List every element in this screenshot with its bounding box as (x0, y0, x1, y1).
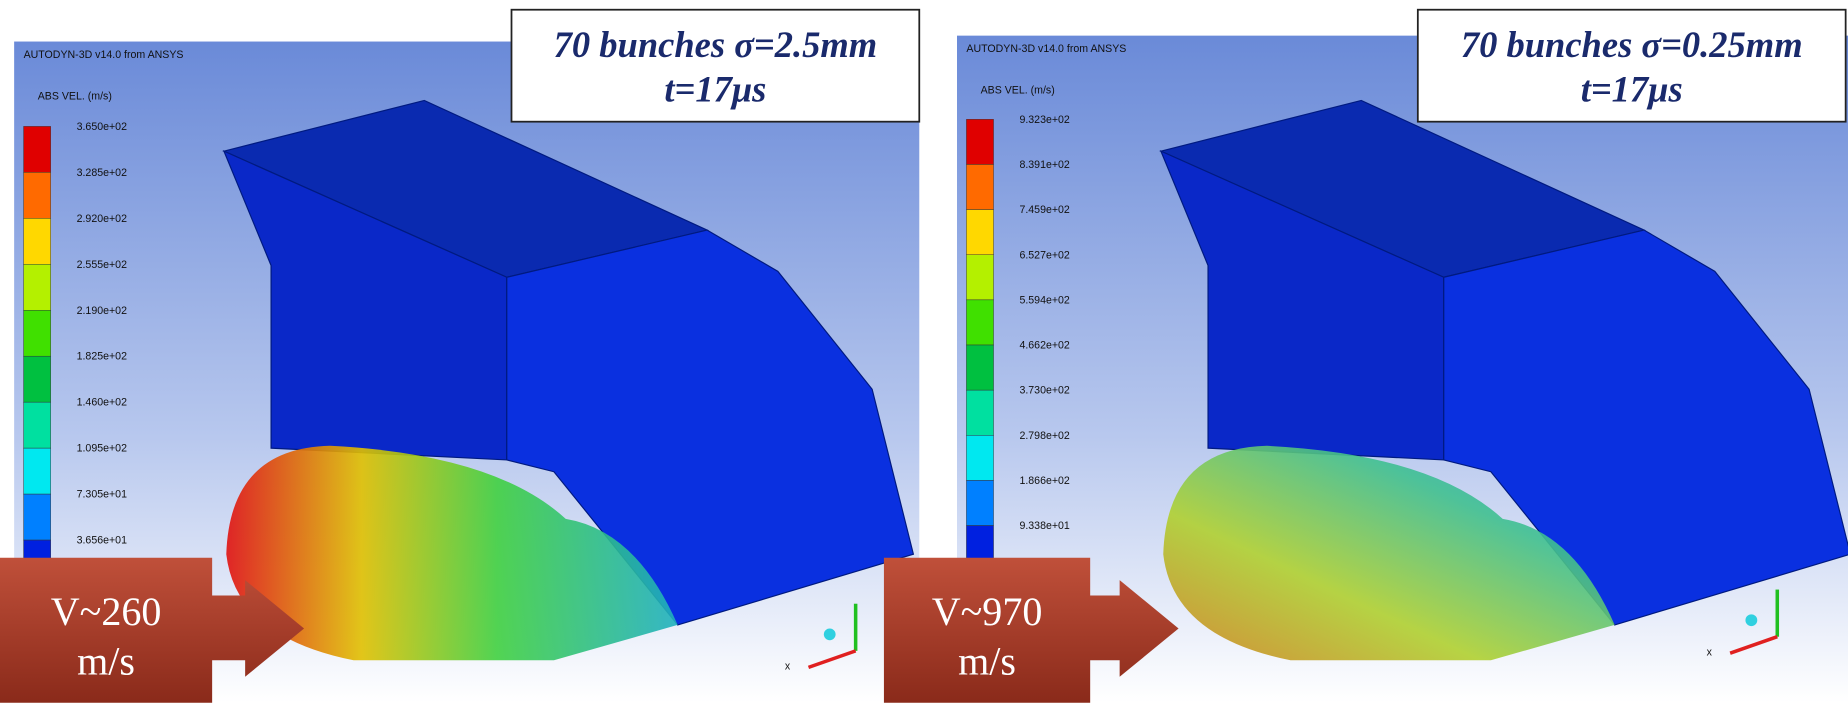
legend-label: 7.305e+01 (77, 489, 127, 501)
legend-label: 3.285e+02 (77, 167, 127, 179)
axis-label: x (1707, 647, 1713, 659)
legend-band (24, 356, 51, 402)
legend-label: 5.594e+02 (1019, 294, 1069, 306)
callout-text: V~970 (932, 589, 1043, 634)
legend-band (966, 119, 993, 164)
axis-label: x (785, 661, 791, 673)
legend-label: 1.825e+02 (77, 351, 127, 363)
legend-label: 2.190e+02 (77, 305, 127, 317)
legend-band (24, 218, 51, 264)
legend-band (24, 494, 51, 540)
legend-label: 9.323e+02 (1019, 114, 1069, 126)
legend-band (24, 402, 51, 448)
slide: AUTODYN-3D v14.0 from ANSYS ABS VEL. (m/s… (0, 0, 1848, 703)
legend-band (24, 264, 51, 310)
legend-label: 8.391e+02 (1019, 159, 1069, 171)
legend-band (966, 164, 993, 209)
quantity-label: ABS VEL. (m/s) (38, 90, 112, 102)
legend-label: 2.920e+02 (77, 213, 127, 225)
sim-panel: AUTODYN-3D v14.0 from ANSYS ABS VEL. (m/s… (0, 10, 919, 703)
callout-text: V~260 (51, 589, 162, 634)
axis-y (1745, 614, 1757, 626)
legend-label: 3.650e+02 (77, 121, 127, 133)
legend-band (966, 390, 993, 435)
software-label: AUTODYN-3D v14.0 from ANSYS (24, 49, 184, 61)
quantity-label: ABS VEL. (m/s) (981, 84, 1055, 96)
panels: AUTODYN-3D v14.0 from ANSYS ABS VEL. (m/s… (0, 10, 1848, 703)
page: {"panels": [ {"software": "AUTODYN-3D v1… (0, 0, 1848, 703)
legend-label: 3.730e+02 (1019, 385, 1069, 397)
sim-panel: AUTODYN-3D v14.0 from ANSYS ABS VEL. (m/s… (884, 10, 1848, 703)
title-line: 70 bunches σ=0.25mm (1461, 24, 1803, 65)
legend-band (24, 310, 51, 356)
legend-label: 1.460e+02 (77, 397, 127, 409)
legend-band (24, 448, 51, 494)
axis-y (824, 628, 836, 640)
legend-label: 9.338e+01 (1019, 520, 1069, 532)
legend-label: 7.459e+02 (1019, 204, 1069, 216)
callout-text: m/s (958, 638, 1016, 683)
legend-band (966, 345, 993, 390)
legend-label: 3.656e+01 (77, 535, 127, 547)
legend-label: 1.866e+02 (1019, 475, 1069, 487)
legend-band (966, 480, 993, 525)
callout-text: m/s (77, 638, 135, 683)
legend-band (966, 255, 993, 300)
legend-label: 2.555e+02 (77, 259, 127, 271)
legend-label: 1.095e+02 (77, 443, 127, 455)
title-line: t=17μs (664, 69, 766, 110)
legend-band (24, 172, 51, 218)
software-label: AUTODYN-3D v14.0 from ANSYS (966, 43, 1126, 55)
legend-band (966, 300, 993, 345)
legend-label: 2.798e+02 (1019, 430, 1069, 442)
legend-band (24, 126, 51, 172)
legend-label: 6.527e+02 (1019, 249, 1069, 261)
title-line: 70 bunches σ=2.5mm (554, 24, 878, 65)
legend-band (966, 210, 993, 255)
legend-label: 4.662e+02 (1019, 340, 1069, 352)
legend-band (966, 435, 993, 480)
title-line: t=17μs (1581, 69, 1683, 110)
